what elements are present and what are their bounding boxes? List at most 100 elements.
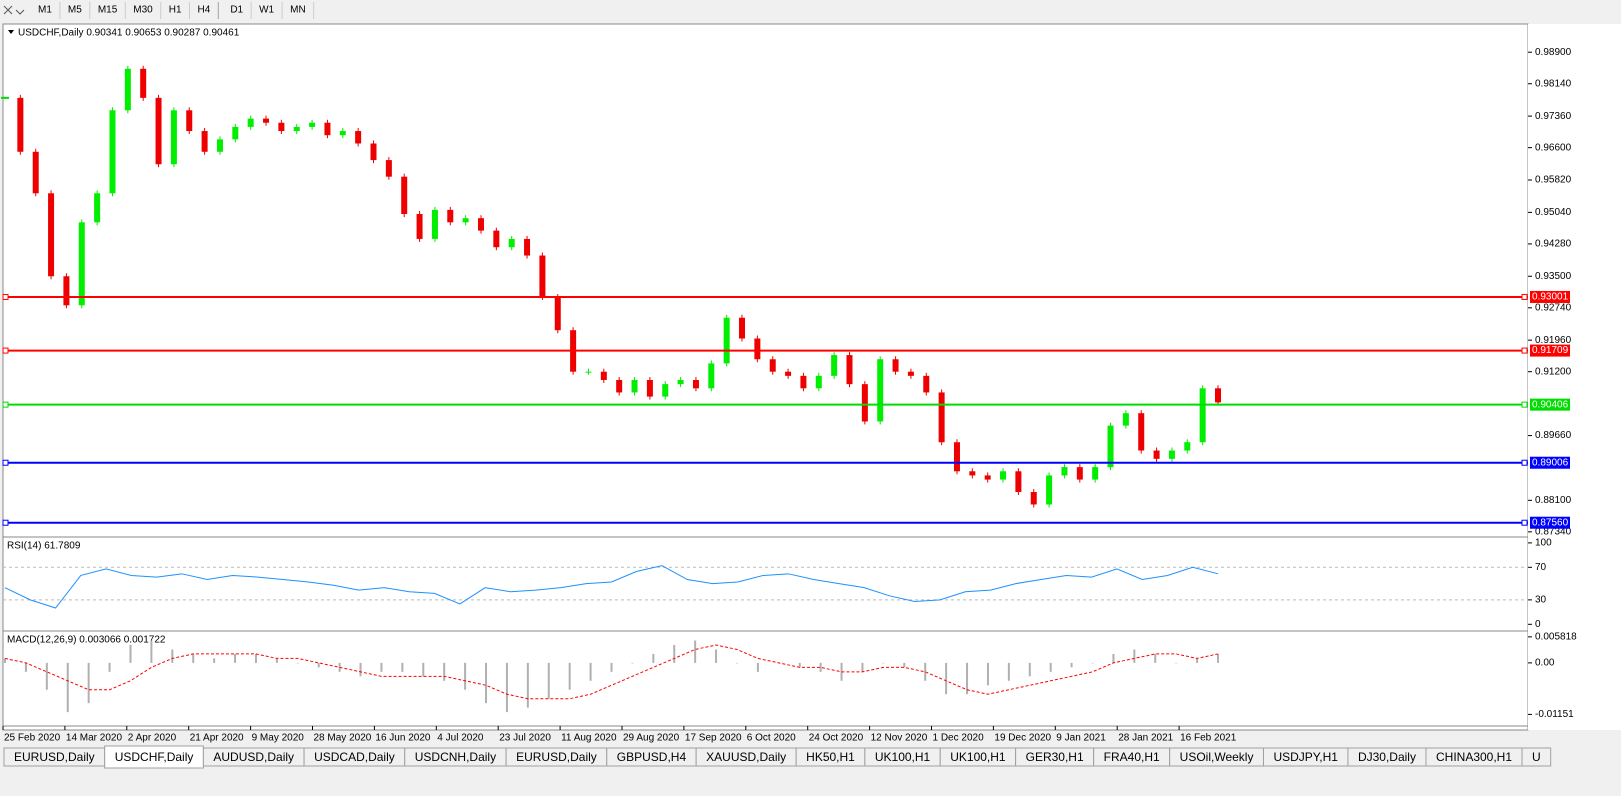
tab[interactable]: EURUSD,Daily (3, 747, 106, 767)
tab-label[interactable]: FRA40,H1 (1104, 750, 1160, 764)
tab[interactable]: USDJPY,H1 (1262, 747, 1349, 767)
tab-label[interactable]: UK100,H1 (875, 750, 931, 764)
candle (723, 317, 730, 364)
timeframe-button[interactable]: M15 (98, 2, 126, 19)
tab-label[interactable]: XAUUSD,Daily (706, 750, 786, 764)
macd-bar (1091, 662, 1094, 664)
tab[interactable]: EURUSD,Daily (505, 747, 608, 767)
y-tick-label: 70 (1535, 562, 1547, 573)
timeframe-label[interactable]: W1 (259, 5, 274, 16)
tab[interactable]: USDCNH,Daily (404, 747, 507, 767)
tab-label[interactable]: CHINA300,H1 (1436, 750, 1512, 764)
candle (1153, 450, 1160, 459)
macd-bar (1049, 662, 1052, 672)
candle (416, 214, 423, 239)
y-tick-label: 0.96600 (1535, 142, 1572, 153)
timeframe-label[interactable]: H1 (169, 5, 182, 16)
y-tick-label: -0.01151 (1535, 709, 1574, 720)
tab-label[interactable]: USDCNH,Daily (415, 750, 496, 764)
timeframe-button[interactable]: H1 (169, 2, 191, 19)
timeframe-label[interactable]: MN (290, 5, 306, 16)
timeframe-label[interactable]: H4 (198, 5, 211, 16)
tab[interactable]: USOil,Weekly (1169, 747, 1264, 767)
timeframe-button[interactable]: M30 (133, 2, 162, 19)
x-tick-label: 9 May 2020 (252, 733, 305, 744)
tab-label[interactable]: EURUSD,Daily (14, 750, 95, 764)
tab-label[interactable]: GBPUSD,H4 (617, 750, 687, 764)
timeframe-label[interactable]: M1 (38, 5, 52, 16)
level-handle[interactable] (2, 459, 9, 466)
level-handle[interactable] (1521, 519, 1528, 526)
tab[interactable]: AUDUSD,Daily (202, 747, 305, 767)
level-handle[interactable] (2, 293, 9, 300)
tab-label[interactable]: U (1532, 750, 1541, 764)
tab[interactable]: USDCHF,Daily (104, 745, 204, 769)
level-handle[interactable] (2, 519, 9, 526)
macd-bar (213, 658, 216, 663)
candle (124, 68, 131, 111)
candle (32, 151, 39, 194)
tab[interactable]: HK50,H1 (795, 747, 866, 767)
macd-bar (1133, 649, 1136, 663)
level-label: 0.87560 (1532, 517, 1569, 528)
timeframe-label[interactable]: M30 (133, 5, 153, 16)
tab-label[interactable]: USDCHF,Daily (115, 750, 194, 764)
tab[interactable]: U (1521, 747, 1552, 767)
level-handle[interactable] (2, 347, 9, 354)
macd-bar (401, 662, 404, 672)
y-tick-label: 0.89660 (1535, 430, 1572, 441)
tab-label[interactable]: AUDUSD,Daily (213, 750, 294, 764)
level-handle[interactable] (1521, 401, 1528, 408)
tab[interactable]: CHINA300,H1 (1425, 747, 1523, 767)
tab-label[interactable]: DJ30,Daily (1358, 750, 1416, 764)
timeframe-button[interactable]: MN (290, 2, 315, 19)
y-tick-label: 0.005818 (1535, 631, 1577, 642)
candle (1199, 388, 1206, 443)
macd-bar (45, 662, 48, 690)
candle (1168, 450, 1175, 459)
tab[interactable]: UK100,H1 (864, 747, 941, 767)
tab[interactable]: USDCAD,Daily (303, 747, 406, 767)
macd-bar (903, 662, 906, 668)
timeframe-label[interactable]: M15 (98, 5, 118, 16)
tab[interactable]: XAUUSD,Daily (695, 747, 797, 767)
tab[interactable]: UK100,H1 (939, 747, 1017, 767)
candle (785, 371, 792, 376)
timeframe-button[interactable]: M1 (38, 2, 61, 19)
candle (800, 375, 807, 389)
tab-label[interactable]: USOil,Weekly (1180, 750, 1254, 764)
macd-bar (547, 662, 550, 699)
level-label-box (1530, 344, 1570, 357)
timeframe-button[interactable]: D1 (230, 2, 252, 19)
candle (293, 126, 300, 132)
tab-label[interactable]: HK50,H1 (806, 750, 855, 764)
level-handle[interactable] (1521, 347, 1528, 354)
tab[interactable]: GBPUSD,H4 (606, 747, 697, 767)
y-tick-label: 0.95040 (1535, 207, 1572, 218)
level-handle[interactable] (1521, 293, 1528, 300)
tab[interactable]: FRA40,H1 (1093, 747, 1171, 767)
candle (1015, 471, 1022, 493)
timeframe-button[interactable]: M5 (68, 2, 91, 19)
level-handle[interactable] (2, 401, 9, 408)
tab-label[interactable]: USDJPY,H1 (1273, 750, 1338, 764)
tab-label[interactable]: GER30,H1 (1026, 750, 1084, 764)
tab-label[interactable]: USDCAD,Daily (314, 750, 395, 764)
macd-bar (589, 662, 592, 681)
timeframe-button[interactable]: W1 (259, 2, 283, 19)
candle (477, 218, 484, 231)
tab[interactable]: DJ30,Daily (1347, 747, 1427, 767)
tab[interactable]: GER30,H1 (1015, 747, 1095, 767)
timeframe-label[interactable]: M5 (68, 5, 82, 16)
y-tick-label: 30 (1535, 595, 1547, 606)
candle (508, 238, 515, 248)
macd-bar (861, 662, 864, 672)
tab-label[interactable]: EURUSD,Daily (516, 750, 597, 764)
level-handle[interactable] (1521, 459, 1528, 466)
tab-label[interactable]: UK100,H1 (950, 750, 1006, 764)
toolbar-dropdown[interactable] (15, 9, 25, 15)
macd-bar (1175, 662, 1178, 664)
x-tick-label: 9 Jan 2021 (1056, 733, 1106, 744)
timeframe-label[interactable]: D1 (230, 5, 243, 16)
level-label: 0.91709 (1532, 345, 1569, 356)
